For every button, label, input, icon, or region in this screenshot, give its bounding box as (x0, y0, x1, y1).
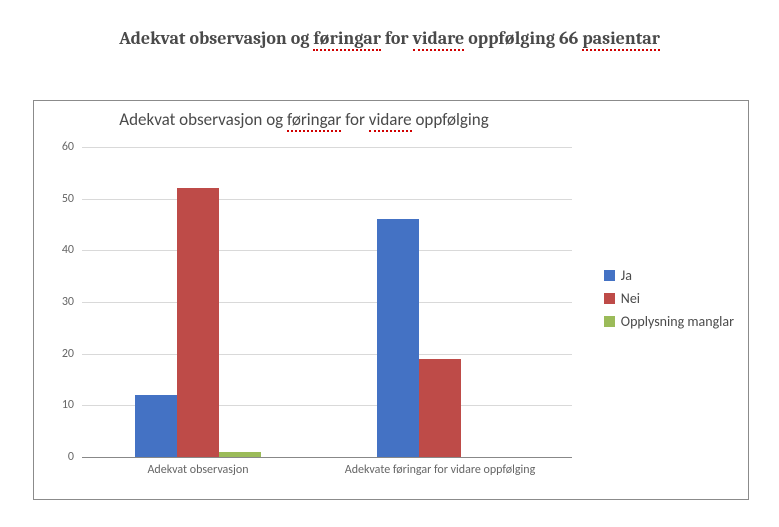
chart-gridline (82, 354, 572, 355)
chart-title-2: for (345, 109, 365, 130)
legend-swatch-mang (604, 316, 615, 327)
chart-title-4: oppfølging (415, 109, 488, 130)
chart-y-tick-label: 50 (62, 192, 82, 206)
legend-swatch-ja (604, 270, 615, 281)
legend-swatch-nei (604, 293, 615, 304)
chart-category-label: Adekvate føringar for vidare oppfølging (345, 457, 535, 477)
title-seg-3: vidare (413, 28, 465, 51)
chart-panel: Adekvat observasjon og føringar for vida… (33, 100, 749, 500)
chart-gridline (82, 250, 572, 251)
chart-gridline (82, 147, 572, 148)
chart-bar-for-ja (377, 219, 419, 457)
chart-y-tick-label: 60 (62, 140, 82, 154)
chart-bar-obs-nei (177, 188, 219, 457)
legend-label-ja: Ja (621, 267, 632, 284)
page-title: Adekvat observasjon og føringar for vida… (0, 0, 779, 49)
title-seg-0: Adekvat observasjon og (119, 28, 309, 49)
chart-title-3: vidare (369, 109, 412, 132)
chart-y-tick-label: 0 (68, 450, 82, 464)
chart-title-0: Adekvat observasjon og (119, 109, 283, 130)
chart-title: Adekvat observasjon og føringar for vida… (34, 109, 574, 130)
title-seg-4: oppfølging 66 (468, 28, 578, 49)
chart-bar-for-nei (419, 359, 461, 457)
legend-label-nei: Nei (621, 290, 640, 307)
chart-gridline (82, 199, 572, 200)
title-seg-2: for (385, 28, 409, 49)
chart-y-tick-label: 20 (62, 347, 82, 361)
chart-legend: Ja Nei Opplysning manglar (604, 261, 734, 336)
chart-gridline (82, 302, 572, 303)
chart-title-1: føringar (287, 109, 341, 132)
legend-item-ja: Ja (604, 267, 734, 284)
chart-y-tick-label: 40 (62, 243, 82, 257)
chart-category-label: Adekvat observasjon (147, 457, 248, 477)
chart-y-tick-label: 30 (62, 295, 82, 309)
legend-label-mang: Opplysning manglar (621, 313, 734, 330)
legend-item-mang: Opplysning manglar (604, 313, 734, 330)
title-seg-1: føringar (313, 28, 380, 51)
title-seg-5: pasientar (582, 28, 660, 51)
chart-bar-obs-ja (135, 395, 177, 457)
legend-item-nei: Nei (604, 290, 734, 307)
chart-y-tick-label: 10 (62, 398, 82, 412)
chart-plot-area: 0102030405060Adekvat observasjonAdekvate… (82, 147, 572, 458)
